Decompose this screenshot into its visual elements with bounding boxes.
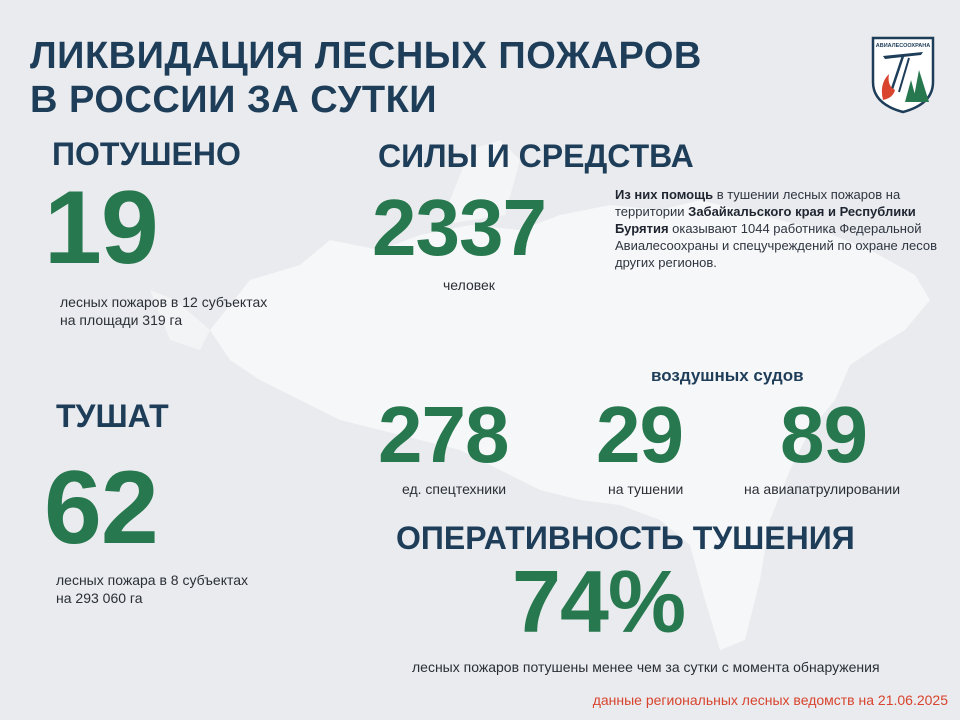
patrol-aircraft-value: 89 [780, 390, 868, 479]
extinguished-caption-line-1: лесных пожаров в 12 субъектах [60, 294, 268, 310]
firefighting-aircraft-value: 29 [596, 390, 684, 479]
page-title: ЛИКВИДАЦИЯ ЛЕСНЫХ ПОЖАРОВ В РОССИИ ЗА СУ… [30, 34, 702, 122]
active-caption-line-1: лесных пожара в 8 субъектах [56, 572, 249, 588]
active-caption-line-2: на 293 060 га [56, 590, 143, 606]
efficiency-value: 74% [512, 552, 686, 651]
active-value: 62 [44, 450, 159, 566]
active-caption: лесных пожара в 8 субъектах на 293 060 г… [56, 571, 248, 607]
info-part-3: Забайкальского края и Республики Бурятия [615, 204, 916, 236]
firefighting-aircraft-label: на тушении [608, 481, 684, 497]
aircraft-heading: воздушных судов [651, 366, 804, 385]
equipment-value: 278 [378, 390, 509, 479]
patrol-aircraft-label: на авиапатрулировании [744, 481, 901, 497]
people-label: человек [443, 277, 495, 293]
equipment-label: ед. спецтехники [402, 481, 507, 497]
active-heading: ТУШАТ [56, 398, 169, 434]
extinguished-value: 19 [44, 170, 159, 286]
title-line-1: ЛИКВИДАЦИЯ ЛЕСНЫХ ПОЖАРОВ [30, 35, 702, 77]
extinguished-heading: ПОТУШЕНО [52, 136, 241, 172]
info-part-4: оказывают 1044 работника Федеральной Ави… [615, 221, 937, 270]
forces-heading: СИЛЫ И СРЕДСТВА [378, 138, 694, 174]
efficiency-heading: ОПЕРАТИВНОСТЬ ТУШЕНИЯ [396, 520, 855, 556]
forces-info-text: Из них помощь в тушении лесных пожаров н… [615, 186, 945, 271]
info-part-2: в тушении лесных пожаров на территории [615, 187, 901, 219]
extinguished-caption: лесных пожаров в 12 субъектах на площади… [60, 293, 267, 329]
info-part-1: Из них помощь [615, 187, 714, 202]
efficiency-caption: лесных пожаров потушены менее чем за сут… [412, 659, 880, 675]
extinguished-caption-line-2: на площади 319 га [60, 312, 183, 328]
logo-text: АВИАЛЕСООХРАНА [876, 43, 930, 49]
avialesookhrana-emblem-icon: АВИАЛЕСООХРАНА [871, 36, 935, 114]
people-value: 2337 [372, 183, 547, 272]
data-source-note: данные региональных лесных ведомств на 2… [592, 692, 948, 708]
title-line-2: В РОССИИ ЗА СУТКИ [30, 79, 438, 121]
